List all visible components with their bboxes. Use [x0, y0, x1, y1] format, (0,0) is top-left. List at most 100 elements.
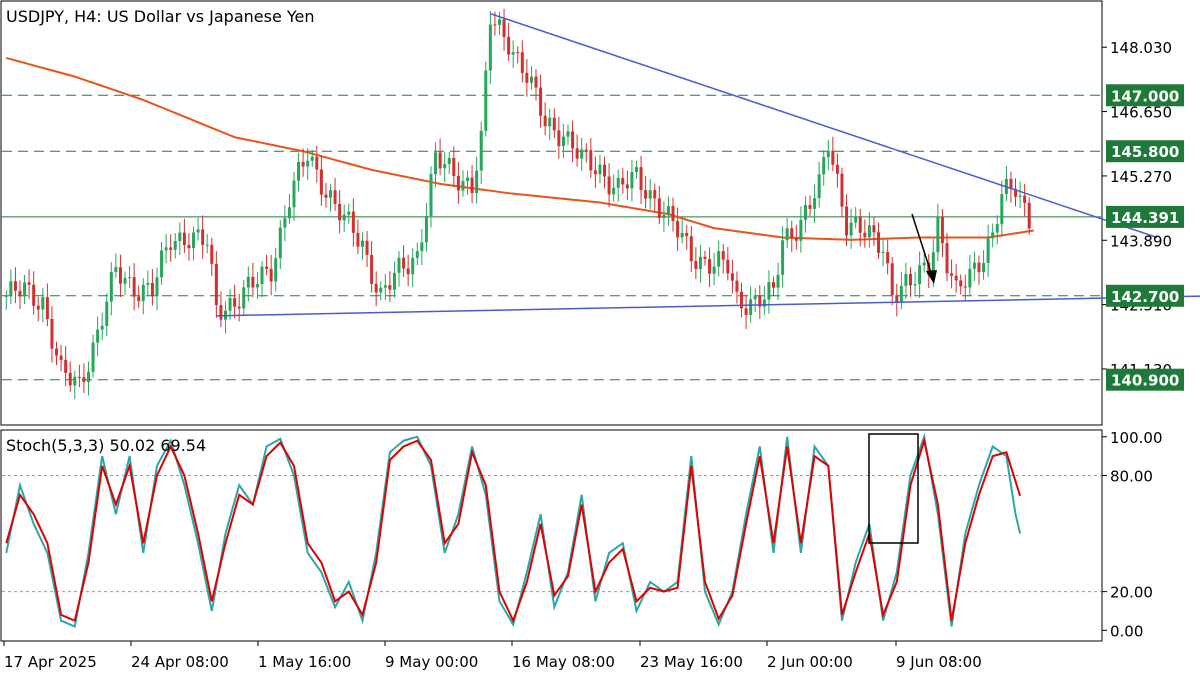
candle-body	[639, 167, 643, 191]
candle-body	[612, 187, 616, 195]
candle-body	[1009, 178, 1013, 189]
stochastic-lines	[5, 432, 1022, 628]
candle-body	[1023, 195, 1027, 203]
candle-body	[214, 263, 218, 306]
candle-body	[634, 167, 638, 173]
trendline-0	[490, 12, 1158, 239]
candle-body	[863, 232, 867, 238]
stochastic-tick-label: 20.00	[1110, 584, 1153, 602]
candle-body	[758, 295, 762, 307]
candle-body	[808, 205, 812, 209]
candle-body	[173, 241, 177, 250]
candle-body	[740, 291, 744, 309]
level-label-text: 145.800	[1111, 143, 1179, 161]
candle-body	[45, 297, 49, 320]
candle-body	[301, 162, 305, 167]
candle-body	[9, 281, 13, 296]
candle-body	[735, 280, 739, 292]
candle-body	[192, 232, 196, 249]
stochastic-highlight-box	[868, 433, 919, 544]
candle-body	[255, 284, 259, 288]
candle-body	[826, 150, 830, 158]
candle-body	[456, 176, 460, 191]
candle-body	[666, 206, 670, 216]
candle-body	[685, 232, 689, 237]
candle-body	[867, 225, 871, 238]
candle-body	[598, 164, 602, 175]
candle-body	[438, 152, 442, 169]
candle-body	[607, 176, 611, 195]
candle-body	[164, 247, 168, 251]
candle-body	[986, 238, 990, 263]
candle-body	[593, 170, 597, 175]
down-arrow-head	[926, 270, 937, 284]
horizontal-levels	[2, 94, 1101, 593]
candle-body	[726, 259, 730, 274]
candle-body	[141, 284, 145, 302]
candle-body	[817, 174, 821, 199]
candle-body	[548, 117, 552, 127]
level-label-text: 144.391	[1111, 209, 1179, 227]
candles	[4, 8, 1031, 400]
candle-body	[908, 273, 912, 286]
candle-body	[890, 263, 894, 296]
candle-body	[338, 203, 342, 221]
time-tick-label: 16 May 08:00	[512, 653, 615, 671]
candle-body	[680, 232, 684, 238]
candle-body	[160, 250, 164, 278]
candle-body	[233, 298, 237, 307]
candle-body	[708, 259, 712, 274]
candle-body	[292, 180, 296, 208]
candle-body	[488, 24, 492, 71]
candle-body	[799, 219, 803, 241]
time-tick-label: 23 May 16:00	[640, 653, 743, 671]
candle-body	[589, 150, 593, 171]
candle-body	[347, 211, 351, 215]
candle-body	[849, 222, 853, 236]
candle-body	[23, 282, 27, 297]
candle-body	[561, 136, 565, 147]
candle-body	[246, 276, 250, 288]
candle-body	[694, 261, 698, 269]
time-tick-label: 17 Apr 2025	[4, 653, 97, 671]
candle-body	[424, 215, 428, 243]
candle-body	[18, 290, 22, 297]
candle-body	[443, 164, 447, 169]
candle-body	[447, 157, 451, 165]
candle-body	[351, 211, 355, 233]
candle-body	[872, 225, 876, 233]
candle-body	[310, 156, 314, 161]
candle-body	[242, 287, 246, 309]
price-chart-title: USDJPY, H4: US Dollar vs Japanese Yen	[6, 7, 315, 26]
candle-body	[927, 262, 931, 276]
candle-body	[895, 295, 899, 303]
candle-body	[762, 299, 766, 307]
moving-average-line	[6, 56, 1034, 241]
candle-body	[1014, 188, 1018, 197]
candle-body	[621, 177, 625, 185]
candle-body	[785, 228, 789, 241]
candle-body	[657, 198, 661, 219]
time-tick-label: 24 Apr 08:00	[131, 653, 229, 671]
stochastic-panel	[0, 429, 1103, 642]
stochastic-axis: 100.00 80.00 20.00 0.00	[1102, 429, 1163, 640]
candle-body	[507, 36, 511, 55]
candle-body	[1000, 194, 1004, 225]
candle-body	[835, 164, 839, 174]
candle-body	[237, 306, 241, 309]
candle-body	[406, 268, 410, 275]
candle-body	[877, 232, 881, 253]
candle-body	[370, 254, 374, 284]
candle-body	[96, 329, 100, 343]
candle-body	[169, 247, 173, 250]
candle-body	[411, 257, 415, 275]
candle-body	[749, 299, 753, 315]
candle-body	[155, 277, 159, 297]
candle-body	[886, 252, 890, 264]
candle-body	[13, 281, 17, 291]
candle-body	[434, 152, 438, 175]
candle-body	[991, 232, 995, 239]
candle-body	[936, 216, 940, 253]
candle-body	[50, 319, 54, 349]
candle-body	[616, 177, 620, 188]
